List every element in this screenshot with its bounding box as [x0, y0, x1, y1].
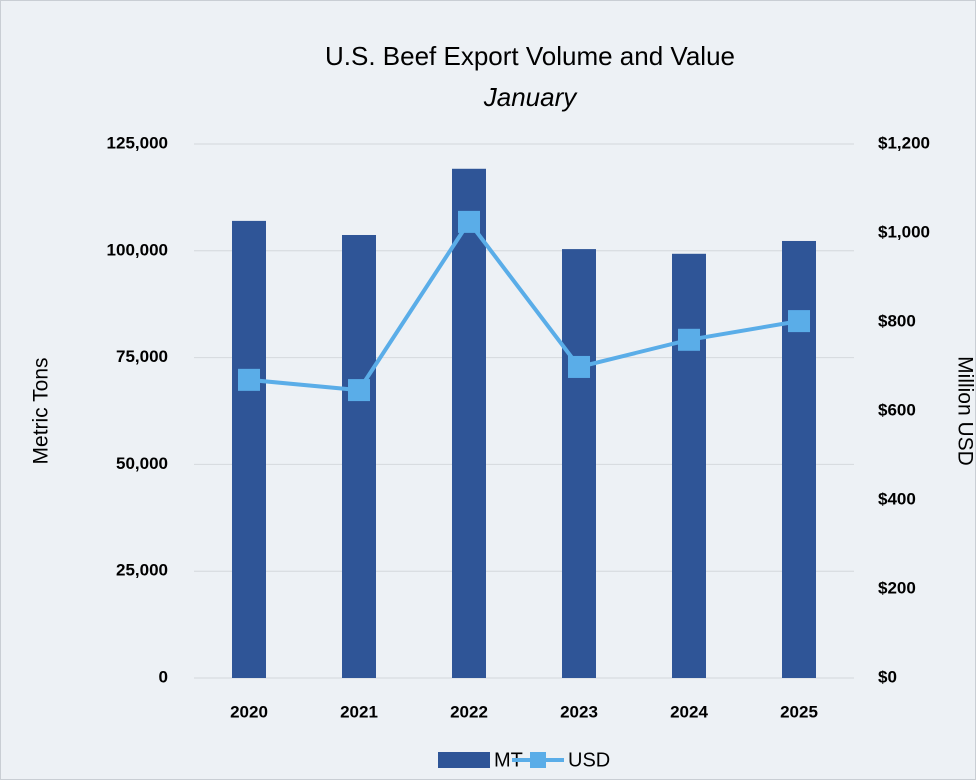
y-tick-label: 100,000 — [107, 240, 168, 259]
bar — [672, 253, 706, 678]
line — [248, 218, 800, 393]
y2-tick-label: $1,200 — [878, 133, 930, 152]
y2-tick-label: $0 — [878, 667, 897, 686]
line-marker — [678, 328, 700, 351]
y2-tick-label: $200 — [878, 578, 916, 597]
bar — [342, 234, 376, 679]
bar — [782, 240, 816, 678]
bar — [562, 249, 596, 679]
y2-tick-label: $1,000 — [878, 222, 930, 241]
y-tick-label: 50,000 — [116, 454, 168, 473]
x-tick-label: 2025 — [780, 702, 818, 721]
line-marker — [238, 368, 260, 391]
chart-title: U.S. Beef Export Volume and Value — [325, 41, 735, 71]
y-tick-label: 75,000 — [116, 347, 168, 366]
bar — [232, 220, 266, 678]
x-tick-label: 2022 — [450, 702, 488, 721]
x-tick-label: 2023 — [560, 702, 598, 721]
legend-label: USD — [568, 749, 610, 771]
x-tick-label: 2024 — [670, 702, 708, 721]
line-marker — [568, 355, 590, 378]
x-tick-label: 2021 — [340, 702, 378, 721]
chart-subtitle: January — [483, 82, 578, 112]
legend-label: MT — [494, 749, 523, 771]
y2-tick-label: $800 — [878, 311, 916, 330]
legend-swatch — [530, 752, 546, 768]
line-marker — [458, 210, 480, 233]
y2-axis-label: Million USD — [953, 356, 976, 466]
y-tick-label: 125,000 — [107, 133, 168, 152]
y-axis-label: Metric Tons — [30, 358, 53, 465]
y2-tick-label: $400 — [878, 489, 916, 508]
bar — [452, 168, 486, 679]
y2-tick-label: $600 — [878, 400, 916, 419]
y-tick-label: 0 — [159, 667, 168, 686]
line-marker — [348, 379, 370, 402]
legend-swatch — [438, 752, 490, 768]
y-tick-label: 25,000 — [116, 561, 168, 580]
line-marker — [788, 310, 810, 333]
x-tick-label: 2020 — [230, 702, 268, 721]
